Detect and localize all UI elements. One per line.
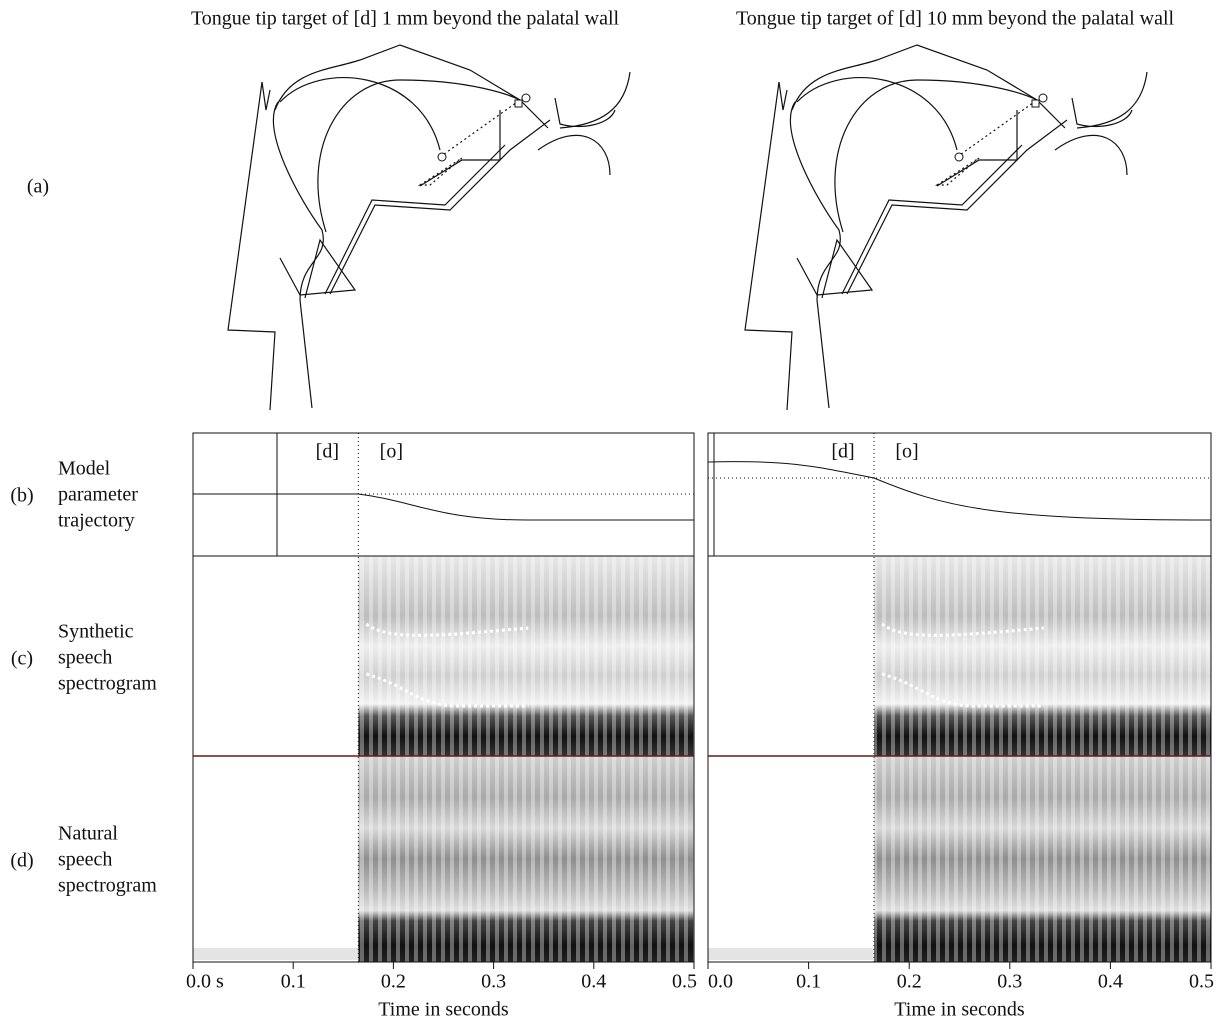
phoneme-label: [o] bbox=[895, 441, 918, 463]
row-label: speech bbox=[58, 647, 112, 669]
x-tick-label: 0.2 bbox=[897, 971, 922, 993]
panel-title: Tongue tip target of [d] 1 mm beyond the… bbox=[191, 8, 620, 30]
x-tick-label: 0.0 bbox=[708, 971, 733, 993]
row-label: Model bbox=[58, 458, 111, 480]
x-tick-label: 0.2 bbox=[381, 971, 406, 993]
trajectory bbox=[708, 462, 1211, 520]
row-label: parameter bbox=[58, 484, 138, 506]
onset-noise bbox=[193, 948, 358, 960]
row-tag: (c) bbox=[11, 648, 33, 670]
x-tick-label: 0.1 bbox=[796, 971, 821, 993]
row-label: spectrogram bbox=[58, 673, 157, 695]
phoneme-label: [d] bbox=[316, 441, 339, 463]
row-label: Natural bbox=[58, 823, 118, 845]
row-tag: (d) bbox=[10, 850, 33, 872]
spectrogram-texture bbox=[874, 756, 1211, 962]
onset-noise bbox=[708, 948, 874, 960]
x-axis-label: Time in seconds bbox=[894, 999, 1025, 1021]
x-tick-label: 0.3 bbox=[481, 971, 506, 993]
x-tick-label: 0.5 bbox=[1189, 971, 1214, 993]
x-tick-label: 0.0 s bbox=[186, 971, 224, 993]
vocal-tract-drawing bbox=[745, 45, 1147, 410]
spectrogram-texture bbox=[358, 556, 694, 756]
phoneme-label: [d] bbox=[831, 441, 854, 463]
row-label: speech bbox=[58, 849, 112, 871]
x-axis-label: Time in seconds bbox=[378, 999, 509, 1021]
row-label: trajectory bbox=[58, 510, 135, 532]
spectrogram-texture bbox=[874, 556, 1211, 756]
x-tick-label: 0.4 bbox=[581, 971, 606, 993]
panel-title: Tongue tip target of [d] 10 mm beyond th… bbox=[736, 8, 1175, 30]
vocal-tract-drawing bbox=[228, 45, 630, 410]
x-tick-label: 0.3 bbox=[997, 971, 1022, 993]
row-tag: (b) bbox=[10, 485, 33, 507]
row-label: Synthetic bbox=[58, 621, 134, 643]
spectrogram-texture bbox=[358, 756, 694, 962]
x-tick-label: 0.1 bbox=[281, 971, 306, 993]
row-label: spectrogram bbox=[58, 875, 157, 897]
trajectory bbox=[193, 494, 694, 520]
phoneme-label: [o] bbox=[380, 441, 403, 463]
x-tick-label: 0.4 bbox=[1098, 971, 1123, 993]
row-tag: (a) bbox=[27, 176, 49, 198]
x-tick-label: 0.5 bbox=[672, 971, 697, 993]
figure: (a) (b) Model parameter trajectory (c) Synthet… bbox=[0, 0, 1227, 1023]
